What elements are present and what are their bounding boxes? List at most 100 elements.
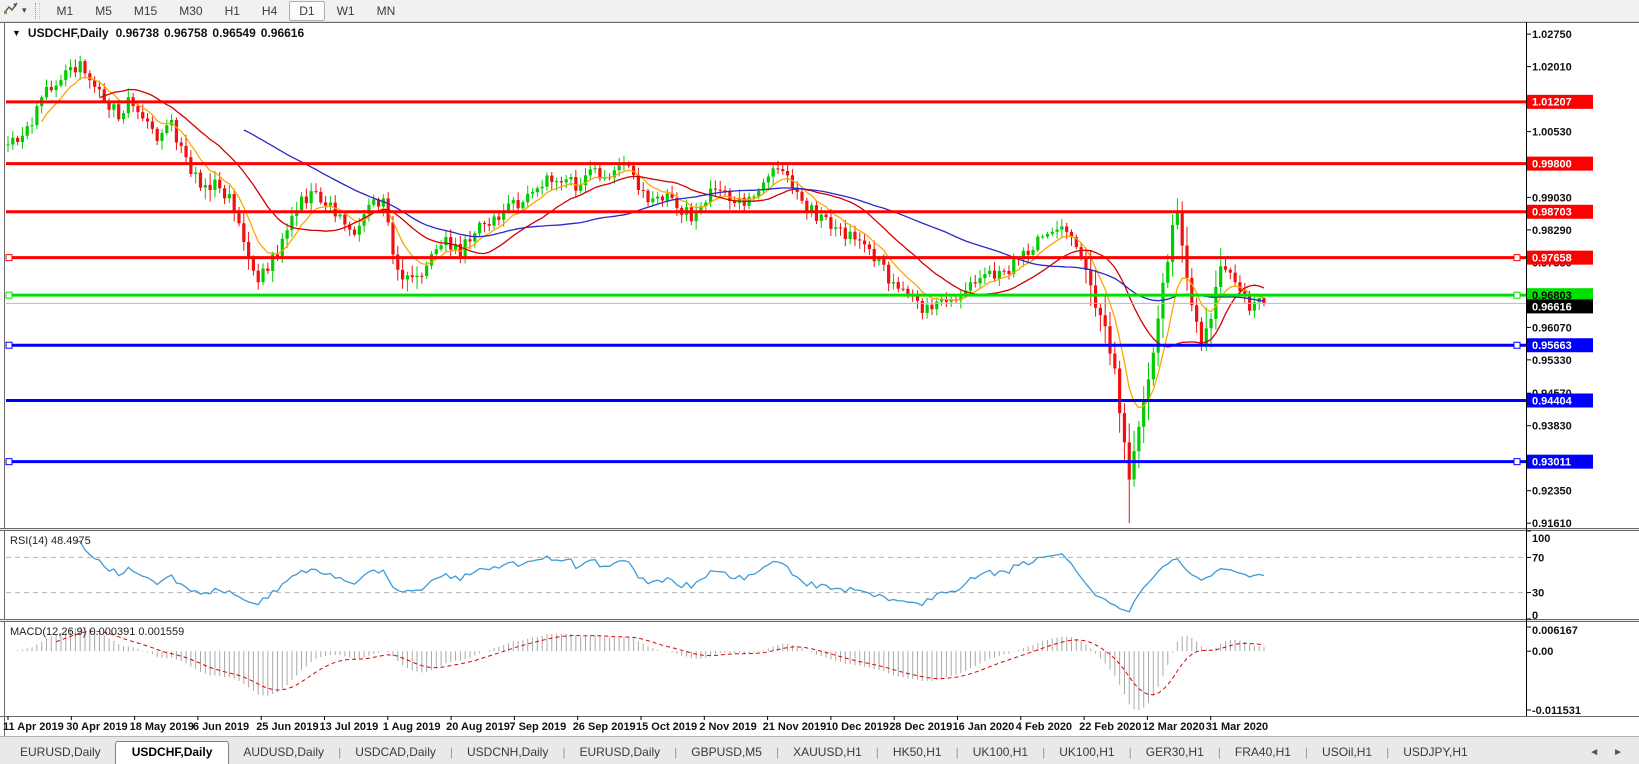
svg-text:0.98703: 0.98703 bbox=[1532, 207, 1572, 219]
chart-tab-uk100-h1[interactable]: UK100,H1 bbox=[972, 745, 1029, 759]
tab-separator: | bbox=[674, 745, 678, 759]
svg-text:6 Jun 2019: 6 Jun 2019 bbox=[193, 721, 249, 733]
svg-text:1.02010: 1.02010 bbox=[1532, 61, 1572, 73]
timeframe-button-m15[interactable]: M15 bbox=[133, 3, 158, 18]
timeframe-button-h4[interactable]: H4 bbox=[261, 3, 278, 18]
svg-text:26 Sep 2019: 26 Sep 2019 bbox=[573, 721, 636, 733]
chart-tab-usdcnh-daily[interactable]: USDCNH,Daily bbox=[467, 745, 549, 759]
candlestick-series bbox=[6, 55, 1266, 524]
chart-symbol-period: USDCHF,Daily bbox=[27, 26, 109, 40]
svg-text:0.93011: 0.93011 bbox=[1532, 457, 1571, 469]
macd-indicator-label: MACD(12,26,9) 0.000391 0.001559 bbox=[10, 626, 185, 638]
chart-canvas[interactable]: 1.027501.020101.005300.990300.982900.975… bbox=[0, 22, 1639, 736]
chart-tab-ger30-h1[interactable]: GER30,H1 bbox=[1145, 745, 1204, 759]
svg-text:0.93830: 0.93830 bbox=[1532, 421, 1572, 433]
tab-scroll-left-icon[interactable]: ◄ bbox=[1589, 747, 1600, 758]
svg-text:100: 100 bbox=[1532, 533, 1550, 545]
chart-area[interactable]: 1.027501.020101.005300.990300.982900.975… bbox=[0, 22, 1639, 736]
chart-tab-fra40-h1[interactable]: FRA40,H1 bbox=[1234, 745, 1291, 759]
macd-histogram bbox=[17, 627, 1265, 710]
timeframe-button-w1[interactable]: W1 bbox=[336, 3, 355, 18]
ohlc-low: 0.96549 bbox=[212, 26, 256, 40]
timeframe-button-m30[interactable]: M30 bbox=[179, 3, 203, 18]
chart-tab-usdcad-daily[interactable]: USDCAD,Daily bbox=[355, 745, 436, 759]
svg-text:2 Nov 2019: 2 Nov 2019 bbox=[699, 721, 756, 733]
tab-separator: | bbox=[562, 745, 566, 759]
chart-tab-hk50-h1[interactable]: HK50,H1 bbox=[892, 745, 942, 759]
svg-text:0: 0 bbox=[1532, 610, 1538, 622]
chart-tab-eurusd-daily[interactable]: EURUSD,Daily bbox=[579, 745, 661, 759]
tab-scroll-right-icon[interactable]: ► bbox=[1613, 747, 1623, 758]
svg-text:0.94404: 0.94404 bbox=[1532, 395, 1573, 407]
svg-text:0.99800: 0.99800 bbox=[1532, 159, 1572, 171]
svg-text:10 Dec 2019: 10 Dec 2019 bbox=[826, 721, 889, 733]
chart-line-tool-icon bbox=[3, 0, 19, 21]
svg-text:30: 30 bbox=[1532, 588, 1544, 600]
chart-tab-usdchf-daily[interactable]: USDCHF,Daily bbox=[114, 741, 230, 764]
svg-text:0.96070: 0.96070 bbox=[1532, 322, 1572, 334]
timeframe-buttons: M1 M5 M15 M30 H1 H4 D1 W1 MN bbox=[46, 0, 407, 21]
macd-signal-line bbox=[55, 630, 1265, 696]
svg-text:0.006167: 0.006167 bbox=[1532, 625, 1578, 637]
svg-text:0.97658: 0.97658 bbox=[1532, 253, 1572, 265]
chart-tab-usdjpy-h1[interactable]: USDJPY,H1 bbox=[1403, 745, 1468, 759]
chart-tab-usoil-h1[interactable]: USOil,H1 bbox=[1322, 745, 1373, 759]
svg-text:15 Oct 2019: 15 Oct 2019 bbox=[636, 721, 697, 733]
moving-average-20 bbox=[99, 88, 1265, 348]
svg-text:11 Apr 2019: 11 Apr 2019 bbox=[3, 721, 64, 733]
svg-text:21 Nov 2019: 21 Nov 2019 bbox=[763, 721, 827, 733]
svg-text:31 Mar 2020: 31 Mar 2020 bbox=[1206, 721, 1268, 733]
chart-tab-audusd-daily[interactable]: AUDUSD,Daily bbox=[243, 745, 325, 759]
toolbar-grip bbox=[34, 2, 40, 19]
moving-average-50 bbox=[243, 129, 1265, 303]
tab-separator: | bbox=[1042, 745, 1046, 759]
tab-separator: | bbox=[1217, 745, 1221, 759]
svg-text:0.96616: 0.96616 bbox=[1532, 301, 1572, 313]
tab-separator: | bbox=[775, 745, 780, 759]
svg-text:28 Dec 2019: 28 Dec 2019 bbox=[889, 721, 952, 733]
price-axis: 1.027501.020101.005300.990300.982900.975… bbox=[1526, 29, 1593, 717]
timeframe-button-h1[interactable]: H1 bbox=[224, 3, 240, 18]
rsi-line bbox=[75, 540, 1265, 613]
svg-text:16 Jan 2020: 16 Jan 2020 bbox=[953, 721, 1015, 733]
chart-tabs: EURUSD,Daily USDCHF,Daily AUDUSD,Daily | USD… bbox=[6, 740, 1589, 764]
ohlc-close: 0.96616 bbox=[260, 26, 305, 40]
date-axis: 11 Apr 2019 30 Apr 2019 18 May 2019 6 Jun 2… bbox=[3, 716, 1268, 733]
timeframe-button-m5[interactable]: M5 bbox=[95, 3, 112, 18]
svg-text:18 May 2019: 18 May 2019 bbox=[130, 721, 194, 733]
svg-text:0.96803: 0.96803 bbox=[1532, 290, 1572, 302]
svg-text:-0.011531: -0.011531 bbox=[1532, 705, 1581, 717]
svg-text:1.01207: 1.01207 bbox=[1532, 97, 1572, 109]
svg-text:7 Sep 2019: 7 Sep 2019 bbox=[509, 721, 566, 733]
timeframe-button-m1[interactable]: M1 bbox=[56, 3, 74, 18]
timeframe-button-mn[interactable]: MN bbox=[376, 3, 396, 18]
svg-text:20 Aug 2019: 20 Aug 2019 bbox=[446, 721, 510, 733]
svg-text:0.00: 0.00 bbox=[1532, 646, 1553, 658]
chart-title: ▼ USDCHF,Daily 0.96738 0.96758 0.96549 0… bbox=[12, 26, 304, 40]
chart-tab-uk100-h1[interactable]: UK100,H1 bbox=[1059, 745, 1115, 759]
tab-separator: | bbox=[875, 745, 879, 759]
tab-separator: | bbox=[338, 745, 342, 759]
svg-text:0.91610: 0.91610 bbox=[1532, 518, 1572, 530]
timeframe-button-d1[interactable]: D1 bbox=[289, 0, 325, 21]
collapse-triangle-icon[interactable]: ▼ bbox=[12, 28, 21, 38]
rsi-indicator-label: RSI(14) 48.4975 bbox=[10, 535, 91, 547]
line-studies-button[interactable]: ▾ bbox=[0, 0, 31, 21]
tab-scroll-controls: ◄ ► bbox=[1589, 747, 1639, 764]
chart-tabbar: EURUSD,Daily USDCHF,Daily AUDUSD,Daily | USD… bbox=[0, 736, 1639, 764]
svg-text:0.92350: 0.92350 bbox=[1532, 486, 1572, 498]
chart-tab-eurusd-daily[interactable]: EURUSD,Daily bbox=[20, 745, 101, 759]
chevron-down-icon[interactable]: ▾ bbox=[22, 5, 27, 15]
svg-text:1 Aug 2019: 1 Aug 2019 bbox=[383, 721, 441, 733]
svg-text:1.00530: 1.00530 bbox=[1532, 126, 1572, 138]
svg-text:0.98290: 0.98290 bbox=[1532, 225, 1572, 237]
svg-text:30 Apr 2019: 30 Apr 2019 bbox=[66, 721, 127, 733]
chart-tab-xauusd-h1[interactable]: XAUUSD,H1 bbox=[793, 745, 862, 759]
svg-text:25 Jun 2019: 25 Jun 2019 bbox=[256, 721, 318, 733]
chart-tab-gbpusd-m5[interactable]: GBPUSD,M5 bbox=[691, 745, 762, 759]
tab-separator: | bbox=[1386, 745, 1390, 759]
svg-text:0.99030: 0.99030 bbox=[1532, 192, 1572, 204]
ohlc-open: 0.96738 bbox=[115, 26, 159, 40]
tab-separator: | bbox=[955, 745, 959, 759]
